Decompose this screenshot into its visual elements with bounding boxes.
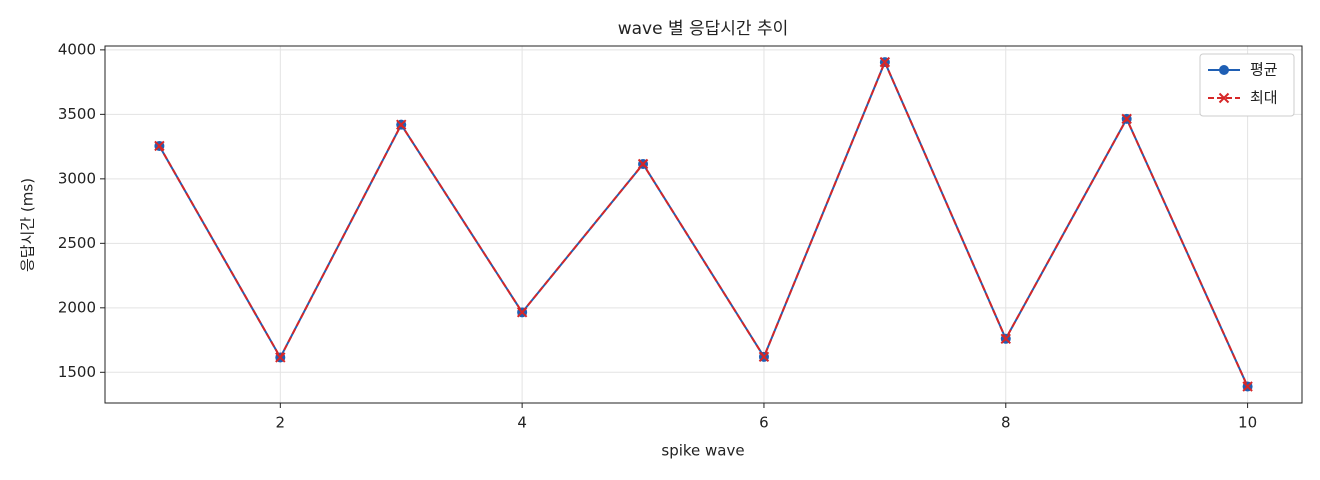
x-tick-label: 8 <box>1001 414 1011 432</box>
legend-label: 평균 <box>1250 61 1278 79</box>
y-tick-label: 2000 <box>58 298 96 316</box>
marker <box>1219 65 1229 75</box>
x-tick-label: 2 <box>276 414 286 432</box>
marker <box>758 351 770 363</box>
y-tick-label: 4000 <box>58 40 96 58</box>
y-tick-label: 3000 <box>58 169 96 187</box>
marker <box>154 140 165 152</box>
marker <box>879 56 891 68</box>
x-tick-label: 10 <box>1238 414 1257 432</box>
marker <box>1218 92 1230 104</box>
marker <box>1000 333 1011 344</box>
x-tick-label: 6 <box>759 414 769 432</box>
marker <box>516 307 528 318</box>
x-axis-label: spike wave <box>661 442 744 460</box>
y-axis-label: 응답시간 (ms) <box>19 178 37 272</box>
marker <box>1242 381 1253 392</box>
legend-label: 최대 <box>1250 89 1278 107</box>
marker <box>637 158 649 170</box>
y-tick-label: 1500 <box>58 363 96 381</box>
y-tick-label: 2500 <box>58 234 96 252</box>
legend-box <box>1199 53 1295 117</box>
x-tick-label: 4 <box>517 414 527 432</box>
y-tick-label: 3500 <box>58 105 96 123</box>
chart-title: wave 별 응답시간 추이 <box>618 19 789 39</box>
series-line <box>158 59 1249 387</box>
marker <box>275 352 286 363</box>
plot-frame <box>104 45 1303 404</box>
marker <box>1121 113 1132 125</box>
marker <box>396 119 407 130</box>
series-line <box>158 59 1249 387</box>
